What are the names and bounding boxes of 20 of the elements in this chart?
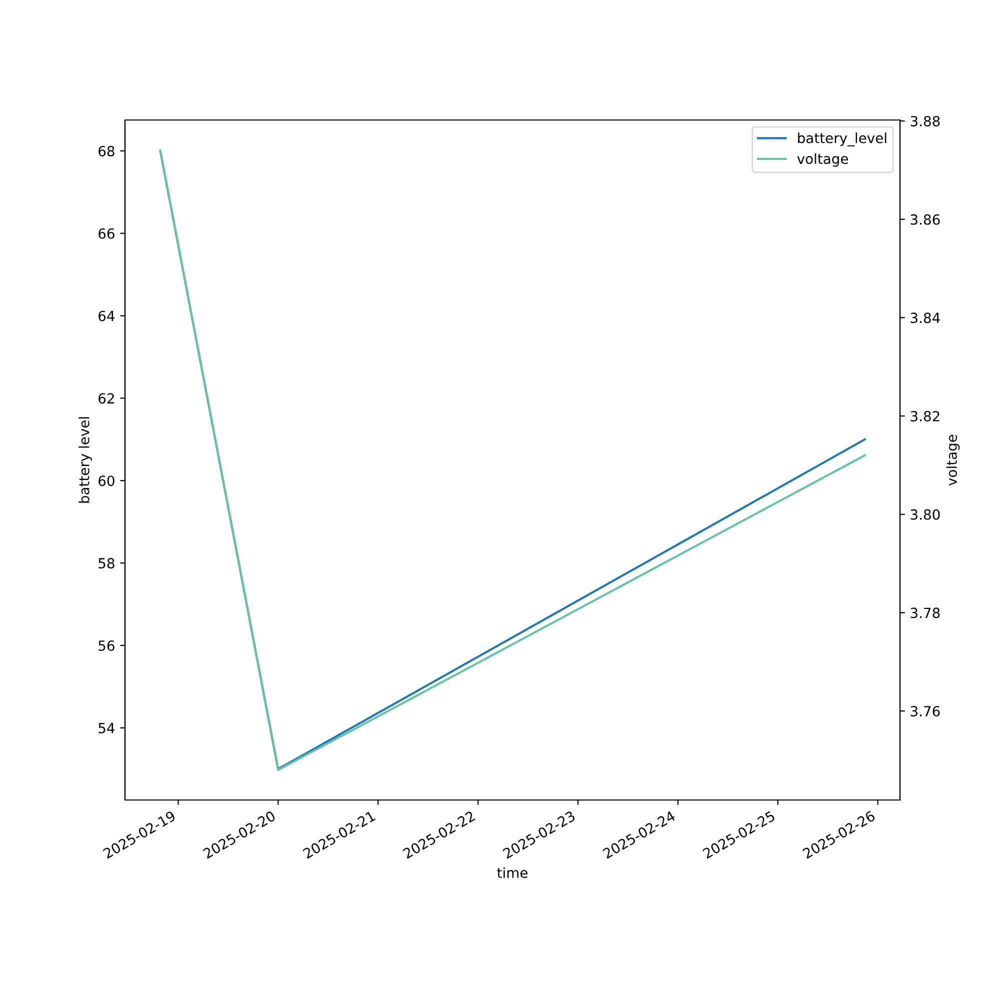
y-axis-title: battery level [78, 417, 92, 503]
y2-tick-label: 3.84 [910, 312, 940, 324]
legend-label: battery_level [798, 132, 886, 146]
y-tick-label: 64 [98, 310, 114, 322]
y-tick-label: 56 [98, 640, 114, 651]
y2-tick-label: 3.78 [910, 608, 940, 618]
y2-axis-title: voltage [946, 434, 960, 486]
y-tick-label: 60 [98, 476, 114, 486]
y-tick-label: 68 [98, 146, 114, 156]
y2-tick-label: 3.88 [910, 116, 940, 126]
y-tick-label: 62 [98, 393, 114, 404]
y2-tick-label: 3.82 [910, 410, 940, 422]
y2-tick-label: 3.86 [910, 214, 940, 225]
y2-tick-label: 3.76 [910, 706, 940, 716]
y2-tick-label: 3.80 [910, 509, 940, 520]
y-tick-label: 54 [98, 723, 114, 734]
y-tick-label: 58 [98, 558, 114, 569]
legend-label: voltage [797, 153, 848, 167]
x-axis-title: time [497, 867, 528, 878]
y-tick-label: 66 [98, 228, 114, 239]
